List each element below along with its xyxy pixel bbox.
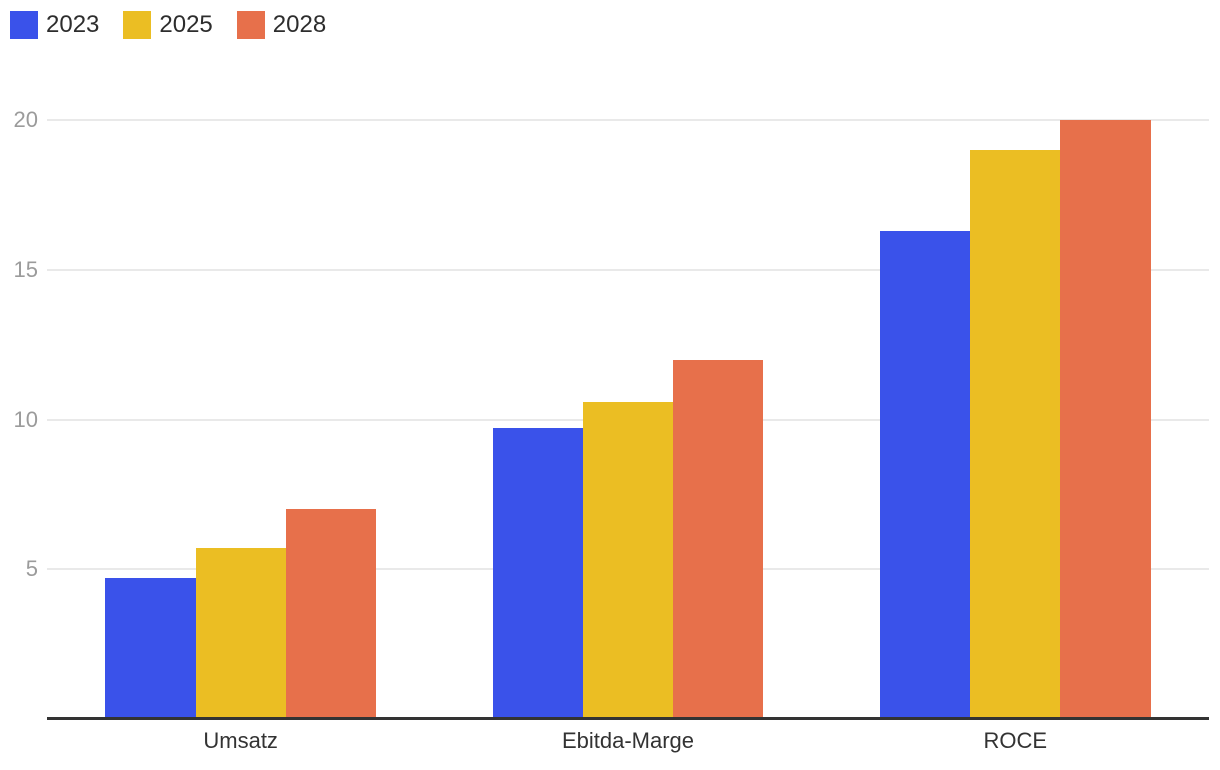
bar-umsatz-2028[interactable] xyxy=(285,509,377,719)
legend-label-2025: 2025 xyxy=(159,11,213,38)
gridline-20 xyxy=(47,119,1209,121)
y-tick-label-5: 5 xyxy=(25,556,38,582)
bar-ebitda-marge-2028[interactable] xyxy=(673,359,764,719)
bar-ebitda-marge-2025[interactable] xyxy=(582,401,674,719)
legend-swatch-2028 xyxy=(236,11,265,39)
bar-umsatz-2025[interactable] xyxy=(195,548,286,719)
y-tick-label-10: 10 xyxy=(13,406,38,432)
legend-item-2025[interactable]: 2025 xyxy=(123,11,213,39)
bar-ebitda-marge-2023[interactable] xyxy=(492,428,583,719)
legend-label-2028: 2028 xyxy=(272,11,327,38)
gridline-15 xyxy=(47,268,1209,271)
legend: 2023 2025 2028 xyxy=(10,11,350,39)
x-axis-label-ebitda-marge: Ebitda-Marge xyxy=(561,728,695,753)
y-tick-label-15: 15 xyxy=(13,256,38,282)
bar-roce-2023[interactable] xyxy=(879,230,971,719)
legend-item-2023[interactable]: 2023 xyxy=(10,11,99,39)
y-tick-label-20: 20 xyxy=(13,107,38,132)
bar-roce-2028[interactable] xyxy=(1060,120,1151,719)
x-axis-line xyxy=(47,717,1209,720)
legend-swatch-2025 xyxy=(123,11,152,39)
legend-label-2023: 2023 xyxy=(46,11,100,38)
x-axis-label-roce: ROCE xyxy=(983,728,1048,753)
bar-roce-2025[interactable] xyxy=(970,149,1061,719)
legend-swatch-2023 xyxy=(10,11,38,39)
legend-item-2028[interactable]: 2028 xyxy=(236,11,327,39)
bar-umsatz-2023[interactable] xyxy=(105,578,196,719)
x-axis-label-umsatz: Umsatz xyxy=(203,728,278,753)
